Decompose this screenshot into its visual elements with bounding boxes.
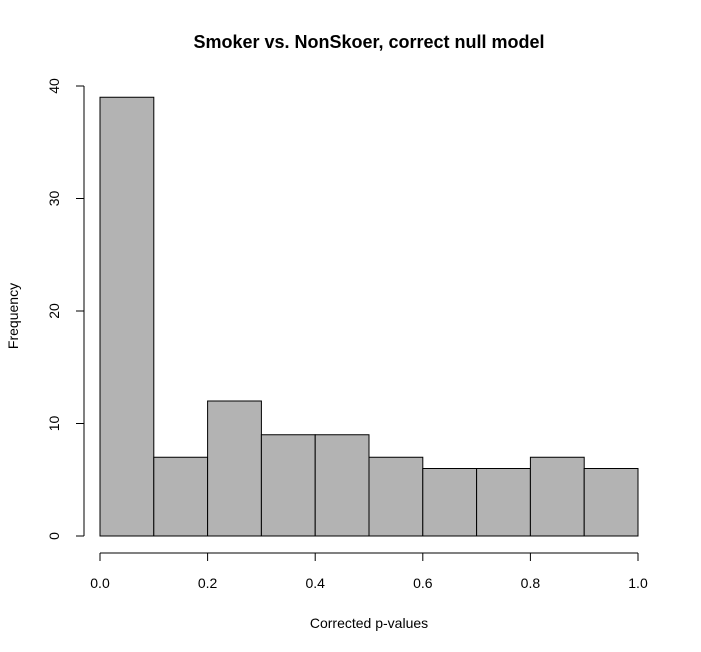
chart-title: Smoker vs. NonSkoer, correct null model bbox=[193, 32, 544, 52]
y-tick-label: 30 bbox=[46, 191, 62, 207]
histogram-bar bbox=[99, 96, 155, 537]
y-axis: 0 10 20 30 40 bbox=[46, 78, 85, 540]
x-axis: 0.0 0.2 0.4 0.6 0.8 1.0 bbox=[90, 552, 648, 591]
histogram-bar bbox=[368, 456, 424, 537]
histogram-bar bbox=[476, 468, 531, 537]
x-axis-label: Corrected p-values bbox=[310, 615, 428, 631]
bars-group bbox=[99, 96, 639, 537]
histogram-bar bbox=[422, 468, 478, 537]
y-tick-label: 0 bbox=[46, 532, 62, 540]
x-tick-label: 0.8 bbox=[521, 575, 541, 591]
x-tick-label: 0.6 bbox=[413, 575, 433, 591]
y-tick-label: 10 bbox=[46, 416, 62, 432]
histogram-bar bbox=[207, 400, 262, 537]
y-axis-label: Frequency bbox=[5, 283, 21, 349]
x-tick-label: 1.0 bbox=[628, 575, 648, 591]
x-tick-label: 0.2 bbox=[198, 575, 218, 591]
x-tick-label: 0.4 bbox=[305, 575, 325, 591]
y-tick-label: 20 bbox=[46, 303, 62, 319]
y-tick-label: 40 bbox=[46, 78, 62, 94]
histogram-bar bbox=[314, 434, 370, 537]
histogram-bar bbox=[153, 456, 209, 537]
histogram-bar bbox=[260, 434, 316, 537]
histogram-bar bbox=[529, 456, 585, 537]
histogram-bar bbox=[583, 468, 639, 537]
x-tick-label: 0.0 bbox=[90, 575, 110, 591]
